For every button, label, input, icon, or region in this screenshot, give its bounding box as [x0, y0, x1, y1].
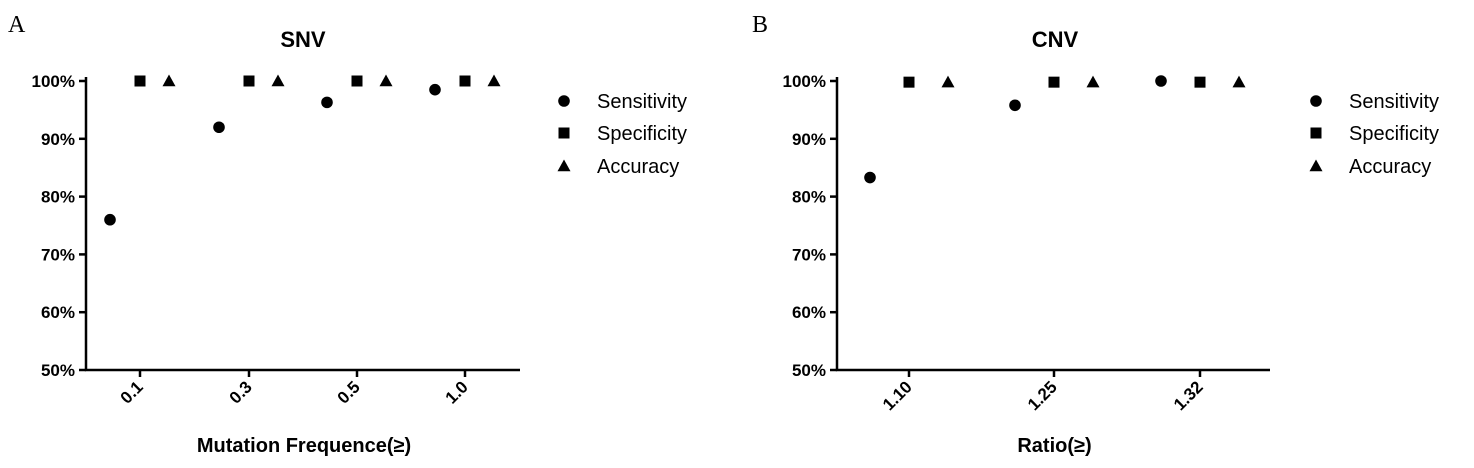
- data-point-accuracy: [271, 74, 285, 87]
- y-tick-label: 100%: [783, 72, 826, 91]
- series-specificity: [903, 76, 1206, 88]
- data-point-sensitivity: [104, 213, 116, 226]
- y-tick-label: 50%: [792, 361, 826, 380]
- x-axis-label: Ratio(≥): [1017, 435, 1091, 457]
- y-tick-label: 90%: [792, 130, 826, 149]
- x-axis-label: Mutation Frequence(≥): [197, 435, 411, 457]
- legend-marker-specificity: [1310, 127, 1322, 139]
- series-sensitivity: [104, 83, 441, 226]
- data-point-sensitivity: [1155, 75, 1167, 87]
- data-point-specificity: [459, 75, 471, 87]
- chart-title: CNV: [1032, 27, 1079, 52]
- data-point-sensitivity: [1009, 99, 1021, 112]
- y-tick-label: 70%: [792, 245, 826, 264]
- data-point-accuracy: [1232, 75, 1246, 88]
- y-tick-label: 70%: [41, 245, 75, 264]
- y-tick-label: 60%: [792, 303, 826, 322]
- y-tick-label: 90%: [41, 130, 75, 149]
- chart-panel-b: B CNV 50% 60% 70% 80% 90% 100% 1.10 1.25 1.32 Ratio…: [752, 12, 1439, 457]
- series-accuracy: [162, 74, 501, 87]
- chart-panel-a: A SNV 50% 60% 70% 80% 90% 100% 0.1 0.3 0.5 1.0 Mutat…: [8, 12, 687, 457]
- series-accuracy: [941, 75, 1246, 88]
- chart-title: SNV: [280, 27, 326, 52]
- data-point-specificity: [243, 75, 255, 87]
- legend: Sensitivity Specificity Accuracy: [1309, 91, 1439, 178]
- data-point-specificity: [1048, 76, 1060, 88]
- data-point-specificity: [1194, 76, 1206, 88]
- series-specificity: [134, 75, 471, 87]
- data-point-sensitivity: [321, 96, 333, 109]
- x-tick-label: 1.10: [879, 377, 916, 414]
- legend-label-specificity: Specificity: [597, 123, 687, 145]
- legend-marker-accuracy: [1309, 159, 1323, 172]
- data-point-specificity: [903, 76, 915, 88]
- data-point-accuracy: [487, 74, 501, 87]
- data-point-specificity: [134, 75, 146, 87]
- x-tick-label: 0.5: [334, 377, 364, 407]
- data-point-accuracy: [379, 74, 393, 87]
- y-tick-label: 100%: [32, 72, 75, 91]
- x-tick-label: 0.3: [226, 377, 256, 407]
- x-tick-label: 1.25: [1024, 377, 1061, 414]
- data-point-accuracy: [1086, 75, 1100, 88]
- legend: Sensitivity Specificity Accuracy: [557, 91, 687, 178]
- legend-label-accuracy: Accuracy: [597, 156, 679, 178]
- data-point-specificity: [351, 75, 363, 87]
- legend-marker-accuracy: [557, 159, 571, 172]
- data-point-accuracy: [941, 75, 955, 88]
- data-point-sensitivity: [429, 83, 441, 96]
- data-point-sensitivity: [213, 121, 225, 134]
- legend-marker-specificity: [558, 127, 570, 139]
- legend-label-sensitivity: Sensitivity: [1349, 91, 1439, 113]
- data-point-accuracy: [162, 74, 176, 87]
- panel-label: A: [8, 12, 26, 38]
- data-point-sensitivity: [864, 171, 876, 184]
- series-sensitivity: [864, 75, 1167, 184]
- y-tick-label: 60%: [41, 303, 75, 322]
- legend-label-accuracy: Accuracy: [1349, 156, 1431, 178]
- legend-label-specificity: Specificity: [1349, 123, 1439, 145]
- y-tick-label: 50%: [41, 361, 75, 380]
- y-tick-label: 80%: [41, 188, 75, 207]
- x-tick-label: 1.32: [1170, 377, 1207, 414]
- x-tick-label: 1.0: [442, 377, 472, 407]
- legend-label-sensitivity: Sensitivity: [597, 91, 687, 113]
- legend-marker-sensitivity: [1310, 95, 1322, 107]
- legend-marker-sensitivity: [558, 95, 570, 107]
- x-tick-label: 0.1: [117, 377, 147, 407]
- y-tick-label: 80%: [792, 188, 826, 207]
- panel-label: B: [752, 12, 768, 38]
